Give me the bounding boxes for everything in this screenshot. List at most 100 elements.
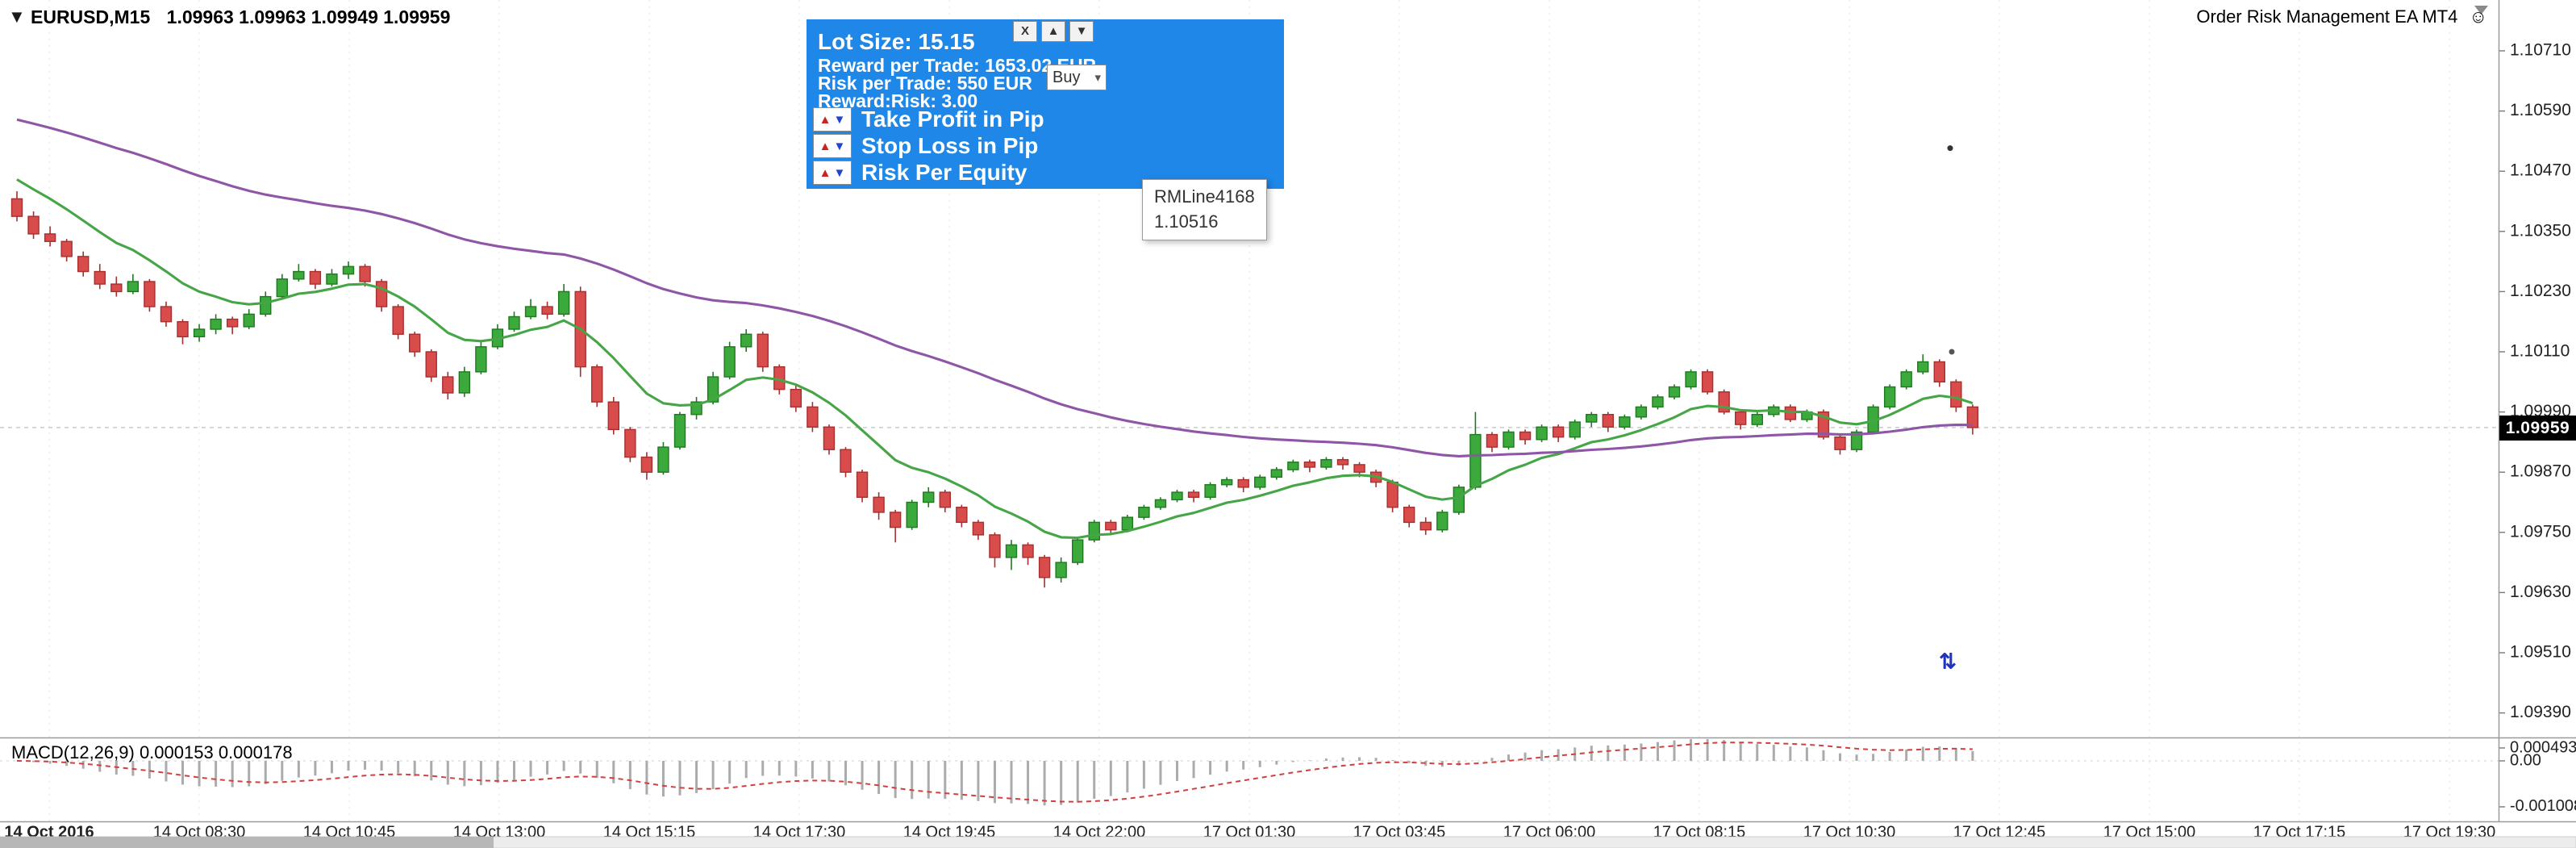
candle-body xyxy=(972,521,985,536)
panel-down-button[interactable]: ▼ xyxy=(1069,21,1094,42)
scrollbar-thumb[interactable] xyxy=(0,837,494,848)
candle-body xyxy=(1088,521,1100,541)
candle-body xyxy=(1784,406,1797,420)
panel-close-button[interactable]: X xyxy=(1013,21,1037,42)
symbol-ohlc-label: EURUSD,M15 1.09963 1.09963 1.09949 1.099… xyxy=(31,6,450,28)
candle-body xyxy=(1950,381,1962,408)
candle-body xyxy=(889,512,902,528)
candle-body xyxy=(923,491,935,503)
chart-shift-marker-icon[interactable] xyxy=(2474,6,2488,15)
price-axis-label[interactable]: 1.10110 xyxy=(2510,342,2570,361)
risk-equity-spinner[interactable]: ▲ ▼ xyxy=(813,161,852,185)
stop-loss-spinner[interactable]: ▲ ▼ xyxy=(813,134,852,158)
candle-body xyxy=(226,318,239,328)
macd-axis-label[interactable]: 0.00 xyxy=(2510,751,2541,769)
candle-body xyxy=(1386,481,1398,508)
take-profit-row: ▲ ▼ Take Profit in Pip xyxy=(813,107,1044,132)
spin-down-icon[interactable]: ▼ xyxy=(833,165,846,180)
candle-body xyxy=(1751,414,1763,425)
spin-up-icon[interactable]: ▲ xyxy=(819,139,832,153)
ohlc-values: 1.09963 1.09963 1.09949 1.09959 xyxy=(166,6,451,27)
candle-body xyxy=(1569,421,1581,438)
candle-body xyxy=(1586,414,1598,423)
candle-body xyxy=(673,414,686,448)
candle-body xyxy=(475,346,487,373)
candle-body xyxy=(508,315,520,330)
candle-body xyxy=(1436,512,1448,531)
candle-body xyxy=(1519,431,1532,441)
take-profit-button[interactable]: Take Profit in Pip xyxy=(861,107,1044,132)
price-axis-label[interactable]: 1.09510 xyxy=(2510,643,2571,662)
candle-body xyxy=(757,333,769,368)
candle-body xyxy=(1883,386,1896,408)
price-axis-label[interactable]: 1.10590 xyxy=(2510,101,2571,119)
candle-body xyxy=(607,401,619,431)
rmline-endpoint-marker[interactable] xyxy=(1947,145,1953,152)
candle-body xyxy=(1503,431,1515,448)
candle-body xyxy=(326,273,338,285)
candle-body xyxy=(1005,544,1018,558)
spin-down-icon[interactable]: ▼ xyxy=(833,112,846,127)
spin-up-icon[interactable]: ▲ xyxy=(819,165,832,180)
candle-body xyxy=(807,406,819,428)
spin-up-icon[interactable]: ▲ xyxy=(819,112,832,127)
stop-loss-row: ▲ ▼ Stop Loss in Pip xyxy=(813,133,1038,159)
candle-body xyxy=(243,313,255,328)
candle-body xyxy=(1966,406,1979,428)
ma-fast-line xyxy=(16,178,1974,540)
take-profit-spinner[interactable]: ▲ ▼ xyxy=(813,107,852,132)
stop-loss-button[interactable]: Stop Loss in Pip xyxy=(861,133,1039,158)
candle-body xyxy=(409,333,421,353)
candle-body xyxy=(1220,478,1233,486)
current-price-badge: 1.09959 xyxy=(2499,416,2576,441)
candle-body xyxy=(1701,371,1714,393)
candle-body xyxy=(707,376,719,403)
macd-axis-label[interactable]: 0.000493 xyxy=(2510,738,2576,756)
price-axis-label[interactable]: 1.10230 xyxy=(2510,282,2571,300)
candle-body xyxy=(740,333,752,348)
candle-body xyxy=(1270,469,1283,478)
candle-body xyxy=(856,471,869,498)
candle-body xyxy=(1138,507,1150,518)
candle-body xyxy=(1287,462,1299,470)
candle-body xyxy=(458,371,471,394)
risk-per-equity-button[interactable]: Risk Per Equity xyxy=(861,160,1027,185)
panel-up-button[interactable]: ▲ xyxy=(1041,21,1065,42)
price-axis-label[interactable]: 1.09630 xyxy=(2510,583,2571,601)
candle-body xyxy=(1536,426,1548,441)
price-axis-label[interactable]: 1.10350 xyxy=(2510,221,2571,240)
candle-body xyxy=(193,328,206,338)
candle-body xyxy=(1254,476,1266,488)
candle-body xyxy=(1154,499,1167,508)
candle-body xyxy=(989,534,1001,558)
updown-arrow-marker[interactable]: ⇅ xyxy=(1939,649,1957,673)
candle-body xyxy=(790,388,802,408)
candle-body xyxy=(1105,521,1117,531)
candle-body xyxy=(1734,411,1747,425)
macd-axis-label[interactable]: -0.001008 xyxy=(2510,797,2576,815)
candle-body xyxy=(1171,491,1183,501)
price-axis-label[interactable]: 1.10470 xyxy=(2510,161,2571,180)
bar-marker-dot[interactable] xyxy=(1949,349,1955,355)
scrollbar-track[interactable] xyxy=(0,836,2576,848)
candle-body xyxy=(1652,396,1664,408)
candle-body xyxy=(1187,491,1200,498)
price-axis-label[interactable]: 1.09870 xyxy=(2510,462,2571,481)
candle-body xyxy=(956,507,968,524)
spin-down-icon[interactable]: ▼ xyxy=(833,139,846,153)
price-axis-label[interactable]: 1.10710 xyxy=(2510,41,2571,60)
direction-dropdown[interactable]: Buy ▾ xyxy=(1047,65,1107,90)
candle-body xyxy=(657,446,669,473)
candle-body xyxy=(723,346,736,378)
candle-body xyxy=(160,306,173,323)
candle-body xyxy=(442,376,454,394)
candle-body xyxy=(1022,544,1034,558)
candle-body xyxy=(1619,416,1631,428)
one-click-trading-arrow-icon[interactable]: ▼ xyxy=(8,6,26,27)
price-axis-label[interactable]: 1.09750 xyxy=(2510,522,2571,541)
price-axis-label[interactable]: 1.09390 xyxy=(2510,703,2571,721)
candle-body xyxy=(1552,426,1565,438)
candle-body xyxy=(77,256,90,273)
